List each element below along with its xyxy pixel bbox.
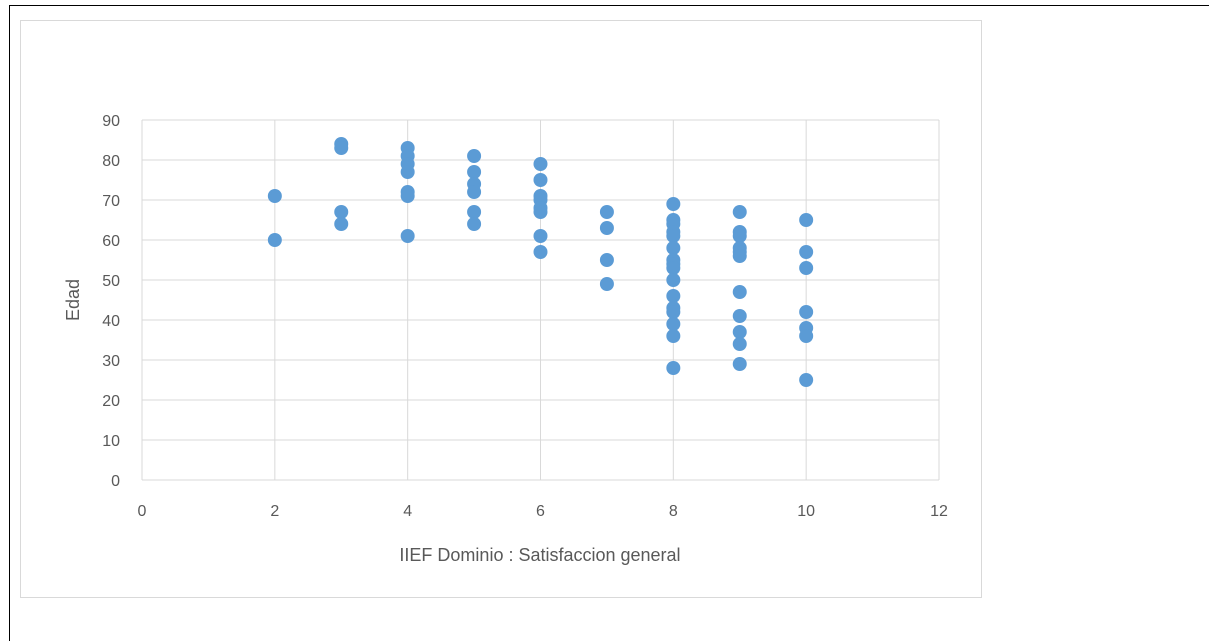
data-point [732, 337, 747, 351]
data-point [732, 249, 747, 263]
x-tick-label-4: 4 [403, 503, 412, 520]
data-point [732, 285, 747, 299]
data-point [666, 289, 681, 303]
data-point [599, 253, 614, 267]
data-point [799, 305, 814, 319]
data-points [267, 137, 814, 387]
data-point [267, 189, 282, 203]
data-point [666, 305, 681, 319]
x-tick-label-10: 10 [797, 503, 815, 520]
data-point [732, 357, 747, 371]
x-tick-label-8: 8 [669, 503, 678, 520]
data-point [400, 229, 415, 243]
data-point [799, 329, 814, 343]
data-point [467, 149, 482, 163]
data-point [599, 221, 614, 235]
x-axis-title: IIEF Dominio : Satisfaccion general [399, 545, 680, 565]
data-point [467, 217, 482, 231]
data-point [799, 373, 814, 387]
data-point [533, 245, 548, 259]
x-tick-label-6: 6 [536, 503, 545, 520]
data-point [666, 329, 681, 343]
y-tick-label-80: 80 [102, 153, 120, 170]
data-point [666, 229, 681, 243]
y-tick-label-70: 70 [102, 193, 120, 210]
data-point [599, 205, 614, 219]
data-point [267, 233, 282, 247]
data-point [533, 205, 548, 219]
page-frame [9, 5, 1209, 641]
data-point [400, 165, 415, 179]
data-point [666, 361, 681, 375]
x-tick-labels: 0 2 4 6 8 10 12 [138, 503, 948, 520]
data-point [533, 173, 548, 187]
x-tick-label-0: 0 [138, 503, 147, 520]
data-point [467, 205, 482, 219]
y-axis-title: Edad [63, 279, 83, 321]
y-tick-label-40: 40 [102, 313, 120, 330]
data-point [467, 185, 482, 199]
data-point [666, 261, 681, 275]
y-tick-labels: 0 10 20 30 40 50 60 70 80 90 [102, 113, 120, 490]
data-point [533, 157, 548, 171]
data-point [334, 205, 349, 219]
data-point [533, 229, 548, 243]
data-point [467, 165, 482, 179]
data-point [334, 217, 349, 231]
x-tick-label-2: 2 [270, 503, 279, 520]
y-tick-label-60: 60 [102, 233, 120, 250]
data-point [732, 229, 747, 243]
data-point [666, 273, 681, 287]
data-point [666, 197, 681, 211]
data-point [400, 189, 415, 203]
data-point [666, 317, 681, 331]
x-tick-label-12: 12 [930, 503, 948, 520]
data-point [599, 277, 614, 291]
data-point [732, 309, 747, 323]
chart-area [20, 20, 982, 598]
data-point [732, 325, 747, 339]
y-tick-label-0: 0 [111, 473, 120, 490]
data-point [799, 213, 814, 227]
data-point [799, 261, 814, 275]
data-point [334, 141, 349, 155]
y-tick-label-20: 20 [102, 393, 120, 410]
data-point [732, 205, 747, 219]
data-point [799, 245, 814, 259]
y-tick-label-10: 10 [102, 433, 120, 450]
y-tick-label-50: 50 [102, 273, 120, 290]
y-tick-label-90: 90 [102, 113, 120, 130]
y-tick-label-30: 30 [102, 353, 120, 370]
data-point [666, 241, 681, 255]
